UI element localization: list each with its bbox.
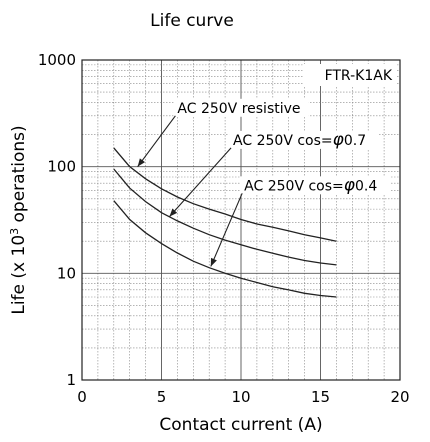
- series-line-1: [113, 147, 337, 242]
- y-tick-label: 1000: [38, 51, 76, 69]
- annotation-arrow-3: [210, 193, 243, 267]
- annotation-bg-1: [173, 98, 309, 117]
- model-label-box: FTR-K1AK: [304, 64, 396, 86]
- x-tick-labels: 0 5 10 15 20: [77, 388, 409, 406]
- y-tick-label: 1: [66, 371, 76, 389]
- annotation-bg-2: [229, 130, 380, 149]
- phi-symbol: φ: [344, 175, 356, 195]
- x-tick-label: 20: [390, 388, 409, 406]
- series-line-2: [113, 168, 337, 266]
- annotation-arrow-1: [137, 115, 176, 167]
- annotation-arrowhead-1: [137, 158, 145, 167]
- series-label-text: AC 250V cos=: [244, 178, 344, 194]
- model-label: FTR-K1AK: [325, 68, 393, 84]
- annotation-arrowhead-2: [169, 208, 178, 217]
- series-line-3: [113, 200, 337, 298]
- series-label-value: 0.4: [355, 178, 377, 194]
- x-tick-label: 10: [231, 388, 250, 406]
- phi-symbol: φ: [333, 130, 345, 150]
- annotation-bg-3: [240, 176, 391, 195]
- series-label-value: 0.7: [344, 133, 366, 149]
- x-tick-label: 5: [157, 388, 167, 406]
- model-label-bg: [304, 64, 396, 86]
- series-layer: [113, 147, 337, 298]
- y-axis-label-tail: operations): [9, 125, 29, 228]
- annotation-arrow-2: [169, 147, 232, 218]
- chart-title: Life curve: [150, 11, 234, 31]
- x-tick-label: 15: [311, 388, 330, 406]
- plot-frame: [81, 59, 401, 381]
- series-label-1: AC 250V resistive: [177, 101, 300, 117]
- y-tick-label: 10: [57, 264, 76, 282]
- y-axis-label-main: Life (x 10: [9, 235, 29, 315]
- series-label-text: AC 250V cos=: [233, 133, 333, 149]
- series-label-2: AC 250V cos=φ0.7: [233, 130, 366, 150]
- y-axis-label-sup: 3: [8, 228, 21, 235]
- series-label-3: AC 250V cos=φ0.4: [244, 175, 377, 195]
- y-tick-labels: 1 10 100 1000: [38, 51, 76, 389]
- x-tick-label: 0: [77, 388, 87, 406]
- y-tick-label: 100: [47, 158, 76, 176]
- annotation-arrowhead-3: [210, 257, 217, 267]
- x-axis-label: Contact current (A): [159, 415, 322, 435]
- y-axis-label: Life (x 103 operations): [8, 125, 30, 314]
